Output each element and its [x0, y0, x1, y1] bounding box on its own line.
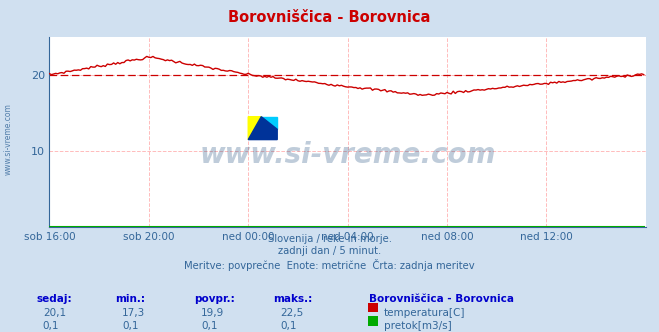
- Text: 0,1: 0,1: [122, 321, 138, 331]
- Text: www.si-vreme.com: www.si-vreme.com: [200, 141, 496, 169]
- Text: 22,5: 22,5: [280, 308, 303, 318]
- Text: maks.:: maks.:: [273, 294, 313, 304]
- Polygon shape: [261, 117, 277, 129]
- Text: sedaj:: sedaj:: [36, 294, 72, 304]
- Text: 0,1: 0,1: [201, 321, 217, 331]
- Text: Slovenija / reke in morje.: Slovenija / reke in morje.: [268, 234, 391, 244]
- Text: Meritve: povprečne  Enote: metrične  Črta: zadnja meritev: Meritve: povprečne Enote: metrične Črta:…: [184, 259, 475, 271]
- Text: 20,1: 20,1: [43, 308, 66, 318]
- Text: min.:: min.:: [115, 294, 146, 304]
- Text: Borovniščica - Borovnica: Borovniščica - Borovnica: [228, 10, 431, 25]
- Text: temperatura[C]: temperatura[C]: [384, 308, 465, 318]
- Text: zadnji dan / 5 minut.: zadnji dan / 5 minut.: [278, 246, 381, 256]
- Text: 17,3: 17,3: [122, 308, 145, 318]
- Text: 0,1: 0,1: [280, 321, 297, 331]
- Polygon shape: [248, 117, 277, 139]
- Text: povpr.:: povpr.:: [194, 294, 235, 304]
- Text: Borovniščica - Borovnica: Borovniščica - Borovnica: [369, 294, 514, 304]
- Polygon shape: [248, 117, 261, 139]
- Text: www.si-vreme.com: www.si-vreme.com: [4, 104, 13, 175]
- Text: pretok[m3/s]: pretok[m3/s]: [384, 321, 451, 331]
- Text: 0,1: 0,1: [43, 321, 59, 331]
- Text: 19,9: 19,9: [201, 308, 224, 318]
